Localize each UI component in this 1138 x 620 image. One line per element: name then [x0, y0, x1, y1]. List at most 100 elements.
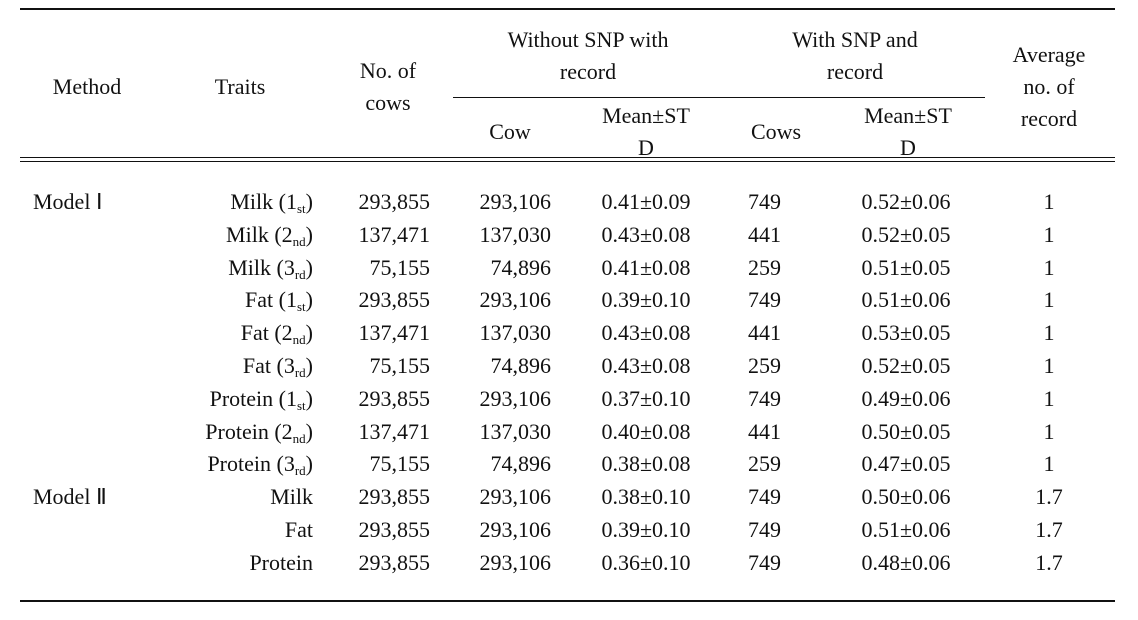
data-cell: 0.37±0.10	[601, 385, 691, 411]
data-cell: 0.49±0.06	[861, 385, 951, 411]
header-cell: cows	[365, 90, 411, 115]
data-cell: 293,855	[358, 189, 431, 214]
header-cell: D	[900, 135, 916, 160]
data-cell: 137,030	[479, 418, 552, 444]
data-cell: 74,896	[490, 254, 552, 280]
data-cell: 293,106	[479, 189, 552, 214]
data-cell: 749	[748, 517, 781, 542]
trait-text: )	[305, 353, 313, 378]
header-cell: no. of	[1023, 74, 1075, 99]
data-cell: 1.7	[1035, 517, 1063, 542]
data-cell: 259	[748, 451, 781, 477]
data-cell: 293,106	[479, 385, 552, 411]
data-cell: 293,106	[479, 549, 552, 575]
trait-cell: Fat (3rd)	[13, 350, 313, 382]
data-cell: 259	[748, 254, 781, 280]
group-rule	[453, 97, 985, 98]
trait-text: )	[305, 385, 313, 411]
data-cell: 0.52±0.05	[861, 221, 951, 247]
data-cell: 75,155	[369, 254, 431, 280]
data-cell: 749	[748, 287, 781, 313]
trait-text: Fat (3	[242, 353, 295, 378]
data-cell: 0.51±0.06	[861, 287, 951, 313]
data-cell: 0.53±0.05	[861, 320, 951, 346]
data-cell: 75,155	[369, 451, 431, 477]
data-cell: 0.50±0.06	[861, 484, 951, 510]
data-cell: 1	[1043, 385, 1055, 411]
data-cell: 137,471	[358, 221, 431, 247]
trait-subscript: nd	[292, 233, 306, 249]
header-cell: Without SNP with	[507, 27, 669, 52]
trait-text: )	[305, 451, 313, 477]
trait-text: Milk	[270, 484, 313, 510]
trait-cell: Milk	[13, 481, 313, 513]
trait-subscript: rd	[294, 463, 306, 479]
trait-text: )	[305, 221, 313, 247]
data-cell: 293,106	[479, 287, 552, 313]
trait-text: Milk (3	[228, 254, 295, 280]
trait-subscript: st	[297, 201, 306, 216]
header-cell: No. of	[359, 58, 417, 83]
data-cell: 293,855	[358, 484, 431, 510]
top-rule	[20, 8, 1115, 10]
data-cell: 441	[748, 221, 781, 247]
method-cell: Model Ⅱ	[33, 484, 107, 510]
header-rule	[20, 157, 1115, 158]
header-cell: Cow	[489, 119, 531, 144]
data-cell: 0.51±0.05	[861, 254, 951, 280]
data-cell: 293,855	[358, 549, 431, 575]
data-cell: 0.52±0.06	[861, 189, 951, 214]
header-cell: Method	[52, 74, 122, 99]
data-cell: 137,030	[479, 221, 552, 247]
data-cell: 74,896	[490, 353, 552, 378]
trait-cell: Protein (3rd)	[13, 448, 313, 480]
data-cell: 293,106	[479, 517, 552, 542]
header-rule	[20, 161, 1115, 162]
trait-text: Protein (3	[207, 451, 295, 477]
data-cell: 293,106	[479, 484, 552, 510]
trait-subscript: rd	[294, 266, 306, 282]
data-cell: 0.48±0.06	[861, 549, 951, 575]
trait-cell: Fat	[13, 514, 313, 546]
data-cell: 137,471	[358, 320, 431, 346]
data-cell: 749	[748, 385, 781, 411]
data-cell: 1	[1043, 353, 1055, 378]
data-cell: 1	[1043, 254, 1055, 280]
trait-text: Fat	[284, 517, 313, 542]
trait-text: Fat (2	[240, 320, 293, 346]
data-cell: 1	[1043, 320, 1055, 346]
bottom-rule	[20, 600, 1115, 602]
header-cell: With SNP and	[792, 27, 918, 52]
trait-cell: Protein	[13, 547, 313, 579]
trait-cell: Fat (2nd)	[13, 317, 313, 349]
data-cell: 1	[1043, 221, 1055, 247]
trait-subscript: rd	[294, 365, 306, 380]
data-cell: 749	[748, 484, 781, 510]
data-cell: 1.7	[1035, 549, 1063, 575]
header-cell: Mean±ST	[602, 103, 690, 128]
trait-subscript: st	[297, 397, 306, 413]
trait-text: Protein (2	[205, 418, 293, 444]
data-cell: 293,855	[358, 517, 431, 542]
data-cell: 0.47±0.05	[861, 451, 951, 477]
trait-text: Fat (1	[245, 287, 297, 313]
data-cell: 0.41±0.09	[601, 189, 691, 214]
data-cell: 0.36±0.10	[601, 549, 691, 575]
data-cell: 0.43±0.08	[601, 320, 691, 346]
data-cell: 137,030	[479, 320, 552, 346]
trait-cell: Protein (2nd)	[13, 416, 313, 448]
data-cell: 1.7	[1035, 484, 1063, 510]
trait-text: )	[305, 189, 313, 214]
data-cell: 293,855	[358, 385, 431, 411]
data-cell: 1	[1043, 451, 1055, 477]
trait-text: Milk (2	[226, 221, 293, 247]
header-cell: Traits	[214, 74, 266, 99]
data-cell: 293,855	[358, 287, 431, 313]
trait-subscript: st	[297, 299, 306, 315]
data-cell: 0.38±0.10	[601, 484, 691, 510]
data-cell: 75,155	[369, 353, 431, 378]
data-cell: 0.50±0.05	[861, 418, 951, 444]
header-cell: record	[1020, 106, 1078, 131]
method-cell: Model Ⅰ	[33, 189, 103, 214]
